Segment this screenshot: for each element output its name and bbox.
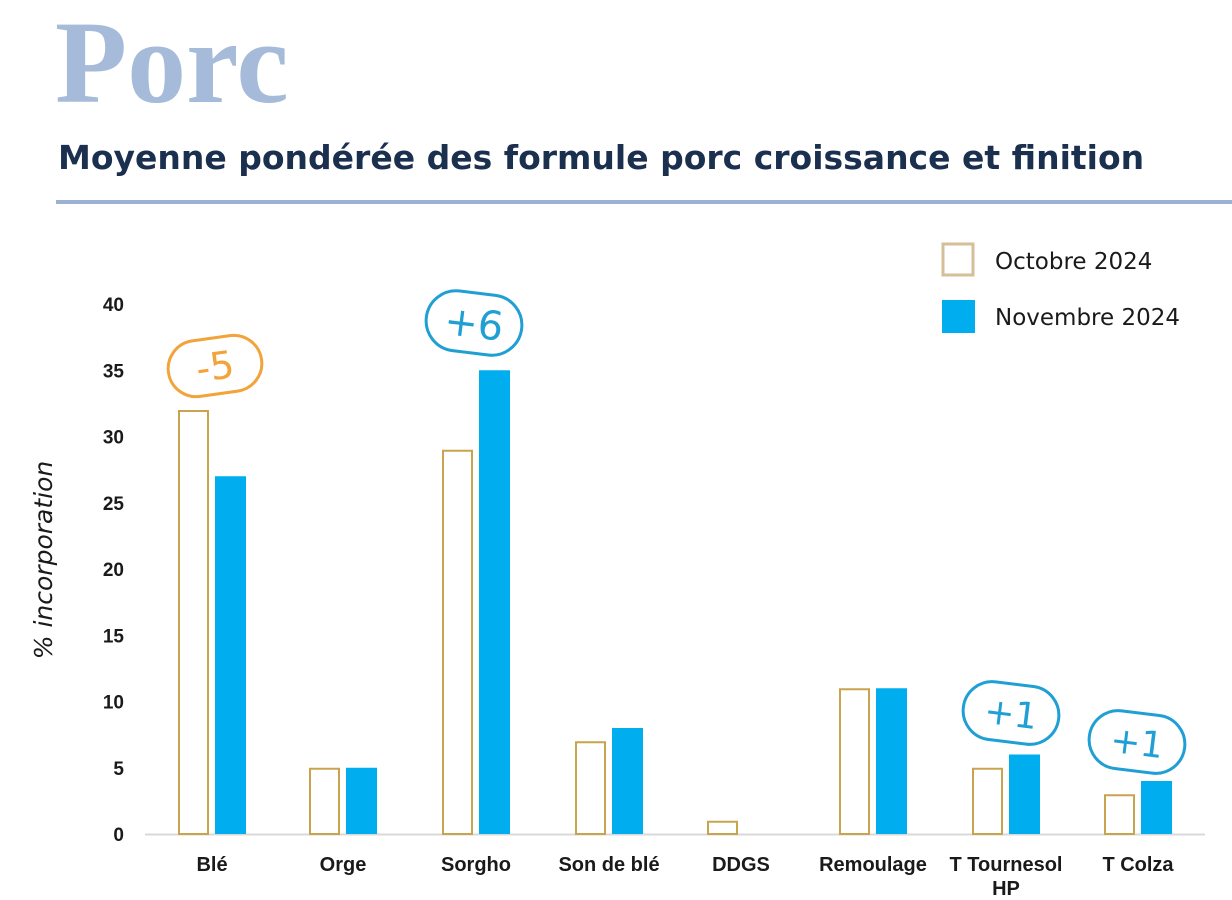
x-tick-label: Remoulage bbox=[819, 854, 927, 876]
change-badge-label: -5 bbox=[193, 342, 237, 391]
x-tick-label: Orge bbox=[320, 854, 367, 876]
legend-label: Novembre 2024 bbox=[995, 305, 1180, 331]
bar-octobre-2024 bbox=[1104, 794, 1135, 835]
bar-novembre-2024 bbox=[215, 476, 246, 834]
legend-label: Octobre 2024 bbox=[995, 249, 1152, 275]
bar-novembre-2024 bbox=[1141, 781, 1172, 834]
bar-novembre-2024 bbox=[479, 370, 510, 834]
page-subtitle: Moyenne pondérée des formule porc croiss… bbox=[58, 138, 1145, 177]
x-tick-label: Blé bbox=[196, 854, 227, 876]
change-badge-label: +1 bbox=[982, 691, 1040, 738]
bar-novembre-2024 bbox=[876, 688, 907, 834]
bar-novembre-2024 bbox=[612, 728, 643, 834]
bar-octobre-2024 bbox=[575, 741, 606, 835]
change-badge-outline bbox=[961, 680, 1061, 746]
change-badge: -5 bbox=[166, 333, 264, 399]
change-badge: +1 bbox=[1087, 709, 1187, 775]
bar-octobre-2024 bbox=[178, 410, 209, 835]
y-tick-label: 15 bbox=[103, 626, 125, 647]
y-tick-label: 0 bbox=[113, 825, 124, 846]
change-badge-label: +1 bbox=[1108, 720, 1166, 767]
legend-swatch-novembre-2024 bbox=[942, 300, 975, 333]
x-tick-label: DDGS bbox=[712, 854, 770, 876]
change-badge-outline bbox=[424, 289, 524, 357]
x-tick-label: T Colza bbox=[1102, 854, 1174, 876]
bar-octobre-2024 bbox=[309, 767, 340, 835]
y-tick-label: 30 bbox=[103, 428, 124, 449]
change-badge-outline bbox=[1087, 709, 1187, 775]
bar-novembre-2024 bbox=[346, 767, 377, 834]
change-badge: +1 bbox=[961, 680, 1061, 746]
bar-octobre-2024 bbox=[707, 820, 738, 835]
page-title: Porc bbox=[55, 0, 289, 128]
legend-swatch-octobre-2024 bbox=[941, 242, 975, 277]
x-tick-label: Son de blé bbox=[558, 854, 659, 876]
y-tick-label: 10 bbox=[103, 693, 124, 714]
y-tick-label: 25 bbox=[103, 494, 125, 515]
y-tick-label: 40 bbox=[103, 295, 124, 316]
y-axis-label: % incorporation bbox=[29, 461, 58, 659]
change-badge-label: +6 bbox=[442, 298, 506, 351]
title-divider bbox=[56, 200, 1232, 204]
change-badge-outline bbox=[166, 333, 264, 399]
y-tick-label: 20 bbox=[103, 560, 124, 581]
bar-novembre-2024 bbox=[1009, 754, 1040, 834]
y-tick-label: 5 bbox=[113, 759, 124, 780]
bar-octobre-2024 bbox=[839, 688, 870, 835]
change-badge: +6 bbox=[424, 289, 524, 357]
bar-octobre-2024 bbox=[972, 767, 1003, 835]
x-tick-label: T Tournesol HP bbox=[950, 854, 1063, 900]
x-tick-label: Sorgho bbox=[441, 854, 511, 876]
bar-octobre-2024 bbox=[442, 449, 473, 835]
y-tick-label: 35 bbox=[103, 361, 125, 382]
